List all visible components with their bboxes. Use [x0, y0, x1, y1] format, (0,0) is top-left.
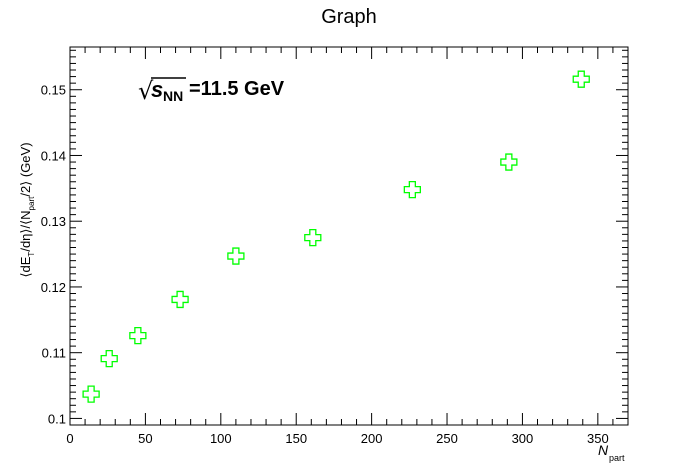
data-point	[572, 70, 590, 88]
x-tick-label: 350	[587, 431, 609, 446]
y-axis-title-sub2: part	[27, 196, 36, 211]
x-tick-label: 150	[285, 431, 307, 446]
y-axis-title-part1: ⟨dE	[18, 256, 33, 277]
x-tick-label: 100	[210, 431, 232, 446]
data-point	[171, 290, 189, 309]
y-tick-label: 0.11	[42, 346, 66, 361]
plot-frame	[69, 46, 629, 426]
y-axis-title-part3: /2⟩ (GeV)	[18, 142, 33, 196]
y-tick-label: 0.14	[41, 148, 66, 163]
data-point	[100, 349, 118, 368]
data-point	[304, 228, 322, 247]
y-tick-label: 0.15	[41, 83, 66, 98]
x-tick-label: 250	[436, 431, 458, 446]
x-axis-title: N part	[598, 442, 625, 463]
chart-title: Graph	[321, 6, 377, 28]
data-point	[227, 247, 245, 265]
x-axis-title-main: N	[598, 442, 609, 458]
x-tick-label: 50	[138, 431, 152, 446]
data-point	[129, 326, 147, 345]
sqrt-symbol: √	[138, 77, 154, 105]
y-tick-label: 0.12	[41, 280, 66, 295]
y-axis-ticks: 0.1 0.11 0.12 0.13 0.14 0.15	[41, 49, 628, 426]
x-tick-label: 300	[512, 431, 534, 446]
data-markers	[82, 70, 590, 403]
y-tick-label: 0.1	[48, 411, 66, 426]
annotation-subscript: NN	[163, 88, 183, 104]
y-axis-title-part2: /dη⟩/⟨N	[18, 210, 33, 251]
y-axis-title-sub1: T	[27, 252, 36, 257]
x-axis-title-sub: part	[609, 453, 625, 463]
data-point	[82, 385, 100, 403]
data-point	[403, 181, 421, 199]
x-tick-label: 200	[361, 431, 383, 446]
y-axis-title: ⟨dET/dη⟩/⟨Npart/2⟩ (GeV)	[18, 142, 36, 277]
data-point	[500, 153, 518, 171]
annotation-s: s	[151, 77, 163, 102]
y-tick-label: 0.13	[41, 214, 66, 229]
x-tick-label: 0	[66, 431, 73, 446]
annotation-value: =11.5 GeV	[189, 78, 285, 100]
energy-annotation: √ s NN =11.5 GeV	[138, 77, 285, 105]
x-axis-ticks: 0 50 100 150 200 250 300 350	[66, 47, 629, 446]
